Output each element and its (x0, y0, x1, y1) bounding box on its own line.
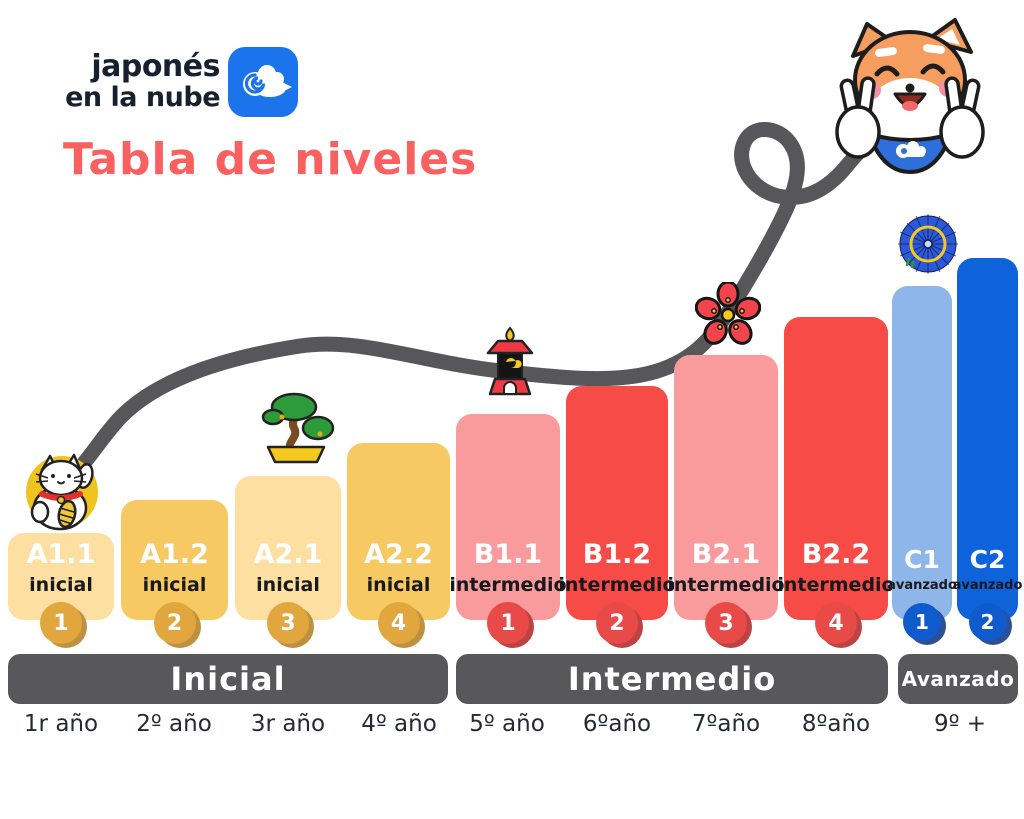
level-tier: intermedio (777, 574, 895, 596)
level-bar-b1-2: B1.2 intermedio 2 (558, 386, 676, 644)
level-code: C1 (904, 545, 940, 574)
year-label-2: 2º año (136, 711, 212, 737)
level-badge: 4 (815, 602, 857, 644)
stage-band-avanzado: Avanzado (898, 654, 1018, 704)
mascot-right-paw (939, 76, 985, 159)
level-code: A1.1 (26, 539, 96, 570)
level-badge: 2 (596, 602, 638, 644)
wagasa-umbrella-icon (898, 214, 958, 274)
level-badge: 3 (705, 602, 747, 644)
level-code: B1.2 (582, 539, 652, 570)
level-code: A2.2 (364, 539, 433, 570)
level-bar-a2-1: A2.1 inicial 3 (235, 476, 341, 644)
level-badge: 1 (903, 603, 941, 641)
level-code: A2.1 (253, 539, 323, 570)
year-label-6: 6ºaño (582, 711, 652, 737)
stage-band-label: Intermedio (567, 660, 777, 698)
stone-lantern-icon (486, 326, 534, 396)
level-bar-b2-2: B2.2 intermedio 4 (777, 317, 895, 644)
year-label-1: 1r año (23, 711, 99, 737)
bonsai-icon (261, 392, 335, 464)
level-code: B2.1 (691, 539, 761, 570)
year-label-7: 7ºaño (691, 711, 761, 737)
level-code: B2.2 (801, 539, 871, 570)
level-bar-a2-2: A2.2 inicial 4 (347, 443, 450, 644)
level-badge: 4 (377, 602, 420, 644)
level-bar-c1: C1 avanzado 1 (887, 286, 957, 641)
level-badge: 2 (153, 602, 196, 644)
stage-band-intermedio: Intermedio (456, 654, 888, 704)
year-label-9: 9º + (933, 711, 987, 737)
level-code: A1.2 (140, 539, 209, 570)
level-badge: 1 (40, 602, 82, 644)
stage-band-inicial: Inicial (8, 654, 448, 704)
level-tier: intermedio (449, 574, 567, 596)
level-tier: inicial (366, 574, 431, 596)
cloud-logo-icon (228, 47, 298, 117)
shiba-mascot (835, 18, 985, 174)
stage-band-label: Avanzado (901, 667, 1015, 691)
year-label-3: 3r año (250, 711, 326, 737)
level-badge: 2 (968, 603, 1007, 641)
year-label-4: 4º año (361, 711, 437, 737)
brand-wordmark: japonés en la nube (58, 49, 220, 113)
sakura-flower-icon (695, 282, 761, 345)
level-bar-c2: C2 avanzado 2 (953, 258, 1022, 641)
level-tier: inicial (142, 574, 207, 596)
maneki-neko-icon (26, 453, 98, 531)
level-tier: inicial (256, 574, 320, 596)
level-badge: 1 (487, 602, 529, 644)
level-tier: avanzado (952, 578, 1023, 593)
brand-line1: japonés (91, 49, 220, 84)
brand-line2: en la nube (65, 82, 220, 113)
level-badge: 3 (267, 602, 309, 644)
level-tier: intermedio (558, 574, 676, 596)
year-label-5: 5º año (469, 711, 545, 737)
level-bar-b2-1: B2.1 intermedio 3 (667, 355, 785, 644)
page-title: Tabla de niveles (63, 134, 478, 185)
level-bar-a1-1: A1.1 inicial 1 (8, 533, 114, 644)
level-tier: avanzado (887, 578, 957, 593)
level-tier: inicial (29, 574, 93, 596)
stage-band-label: Inicial (170, 660, 286, 698)
level-code: B1.1 (473, 539, 543, 570)
mascot-left-paw (835, 76, 881, 159)
level-bar-b1-1: B1.1 intermedio 1 (449, 414, 567, 644)
year-label-8: 8ºaño (801, 711, 871, 737)
level-tier: intermedio (667, 574, 785, 596)
level-code: C2 (969, 545, 1006, 574)
level-bar-a1-2: A1.2 inicial 2 (121, 500, 228, 644)
